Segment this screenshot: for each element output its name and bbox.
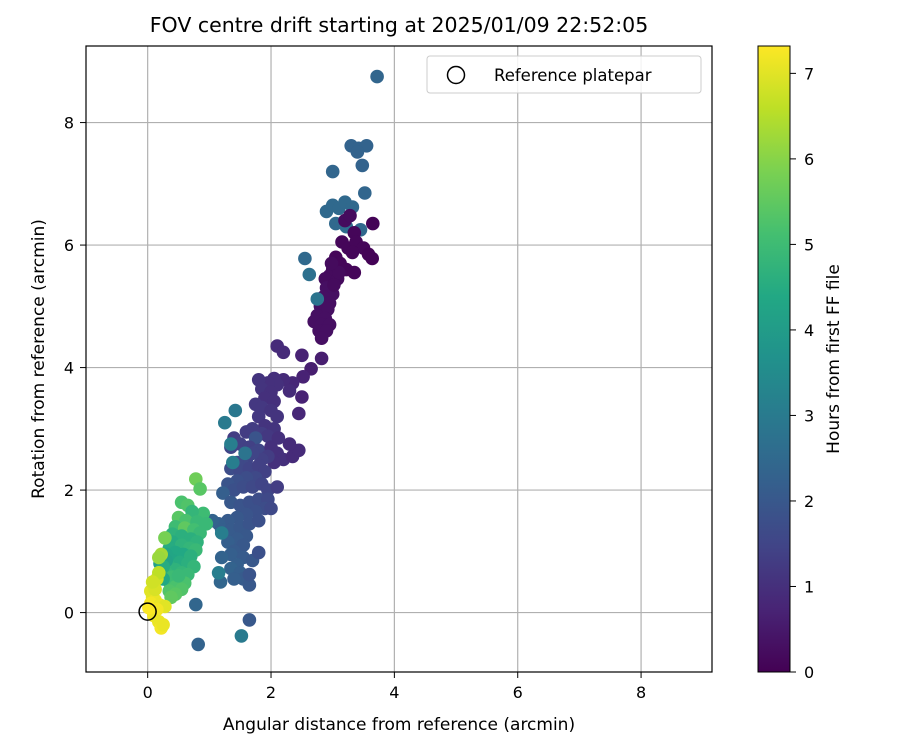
- x-axis-ticks: 0 2 4 6 8: [143, 672, 646, 702]
- data-point: [310, 292, 325, 306]
- legend: Reference platepar: [426, 55, 702, 94]
- data-point: [282, 437, 297, 451]
- colorbar-tick-label: 6: [804, 150, 814, 169]
- reference-marker: [138, 602, 157, 621]
- x-tick-label: 4: [389, 683, 399, 702]
- data-point: [251, 545, 266, 560]
- chart-title: FOV centre drift starting at 2025/01/09 …: [150, 13, 649, 37]
- data-point: [343, 208, 357, 223]
- data-point: [189, 597, 203, 612]
- y-axis-label: Rotation from reference (arcmin): [29, 219, 49, 499]
- x-axis-label: Angular distance from reference (arcmin): [223, 715, 575, 735]
- y-tick-label: 0: [64, 604, 74, 623]
- data-point: [218, 415, 232, 430]
- data-point: [271, 431, 286, 445]
- y-axis-ticks: 0 2 4 6 8: [64, 114, 86, 623]
- data-point: [238, 446, 252, 461]
- data-point: [295, 348, 309, 363]
- data-point: [350, 145, 365, 159]
- data-point: [214, 526, 229, 540]
- data-point: [261, 429, 275, 444]
- colorbar-ticks: 0 1 2 3 4 5 6 7: [790, 64, 814, 682]
- y-tick-label: 6: [64, 236, 74, 255]
- data-point: [358, 186, 372, 200]
- data-point: [158, 531, 172, 545]
- data-point: [242, 567, 257, 582]
- data-point: [224, 437, 238, 451]
- legend-marker: [446, 65, 466, 85]
- y-tick-label: 2: [64, 481, 74, 500]
- data-point: [292, 406, 306, 421]
- data-point: [193, 482, 207, 496]
- x-tick-label: 0: [143, 683, 153, 702]
- colorbar-tick-label: 1: [804, 577, 814, 596]
- colorbar-label: Hours from first FF file: [824, 264, 844, 454]
- colorbar: 0 1 2 3 4 5 6 7 Hours from first FF file: [757, 45, 844, 682]
- grid-lines: [86, 46, 712, 672]
- data-point: [227, 572, 241, 586]
- data-point: [251, 513, 266, 528]
- colorbar-tick-label: 5: [804, 235, 814, 254]
- data-point: [242, 613, 257, 627]
- data-point: [296, 370, 310, 384]
- legend-label: Reference platepar: [494, 66, 652, 85]
- data-point: [216, 486, 230, 500]
- colorbar-tick-label: 7: [804, 64, 814, 83]
- data-point: [298, 251, 312, 266]
- data-point: [214, 550, 229, 565]
- colorbar-tick-label: 3: [804, 406, 814, 425]
- data-point: [314, 331, 329, 346]
- data-point: [324, 256, 339, 271]
- colorbar-gradient: [757, 45, 791, 673]
- y-tick-label: 4: [64, 359, 74, 378]
- x-tick-label: 6: [513, 683, 523, 702]
- data-point: [276, 345, 291, 360]
- y-tick-label: 8: [64, 114, 74, 133]
- x-tick-label: 8: [636, 683, 646, 702]
- data-point: [211, 566, 226, 580]
- colorbar-tick-label: 2: [804, 492, 814, 511]
- data-point: [295, 390, 309, 404]
- data-point: [314, 351, 329, 366]
- data-point: [152, 550, 166, 565]
- plot-frame: [85, 45, 713, 673]
- data-point: [270, 409, 285, 424]
- data-point: [228, 403, 243, 418]
- data-point: [327, 278, 341, 292]
- colorbar-tick-label: 0: [804, 663, 814, 682]
- data-point: [370, 69, 384, 84]
- data-point: [282, 384, 297, 398]
- colorbar-tick-label: 4: [804, 321, 814, 340]
- data-point: [325, 164, 340, 179]
- data-point: [355, 158, 370, 173]
- x-tick-label: 2: [266, 683, 276, 702]
- data-points: [142, 69, 384, 652]
- data-point: [347, 265, 362, 280]
- data-point: [226, 455, 240, 470]
- data-point: [242, 578, 257, 592]
- data-point: [191, 637, 205, 652]
- data-point: [234, 629, 249, 643]
- data-point: [345, 245, 360, 260]
- legend-box: [426, 55, 702, 94]
- data-point: [145, 575, 160, 589]
- data-point: [156, 618, 170, 632]
- data-point: [365, 251, 380, 266]
- data-point: [366, 216, 380, 231]
- data-point: [270, 480, 285, 494]
- data-point: [264, 501, 278, 516]
- data-point: [302, 267, 317, 282]
- data-point: [332, 265, 346, 280]
- data-point: [171, 569, 186, 583]
